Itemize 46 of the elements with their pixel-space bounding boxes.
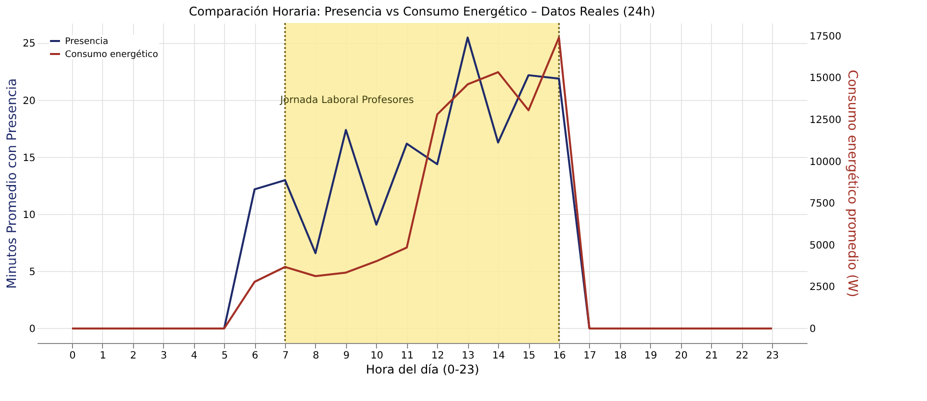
x-tick-label: 21 <box>705 350 718 362</box>
x-tick-label: 19 <box>644 350 658 362</box>
y2-tick-label: 17500 <box>810 31 842 42</box>
x-axis-title: Hora del día (0-23) <box>366 362 480 376</box>
y2-tick-label: 15000 <box>810 73 842 84</box>
y-tick-label: 25 <box>22 38 36 50</box>
y2-tick-label: 12500 <box>810 114 842 126</box>
x-tick-label: 3 <box>160 350 167 362</box>
x-tick-label: 22 <box>736 350 748 362</box>
legend-label: Consumo energético <box>65 49 159 60</box>
y-tick-label: 5 <box>29 266 36 278</box>
x-tick-label: 10 <box>370 350 384 362</box>
y-tick-label: 0 <box>29 324 36 335</box>
x-tick-label: 8 <box>312 350 320 362</box>
x-tick-label: 12 <box>431 350 444 362</box>
x-tick-label: 18 <box>614 350 627 362</box>
y2-tick-label: 7500 <box>810 198 835 210</box>
y2-axis-title: Consumo energético promedio (W) <box>844 70 860 298</box>
line-series <box>223 36 590 330</box>
x-tick-label: 15 <box>522 350 536 362</box>
legend-label: Presencia <box>65 37 108 47</box>
x-tick-label: 0 <box>69 350 76 362</box>
x-tick-label: 17 <box>584 350 596 362</box>
x-tick-label: 13 <box>462 350 475 362</box>
x-tick-label: 20 <box>674 350 688 362</box>
y2-tick-label: 10000 <box>810 156 842 168</box>
x-tick-label: 7 <box>282 350 289 362</box>
y-axis-title: Minutos Promedio con Presencia <box>4 78 20 289</box>
x-tick-label: 2 <box>130 350 137 362</box>
x-tick-label: 14 <box>492 350 505 362</box>
x-tick-label: 6 <box>252 350 258 362</box>
y2-tick-label: 0 <box>810 324 816 335</box>
y-tick-label: 10 <box>22 210 36 221</box>
y2-tick-label: 2500 <box>810 282 835 294</box>
x-tick-label: 23 <box>766 350 779 362</box>
x-tick-label: 16 <box>553 350 566 362</box>
y-tick-label: 15 <box>22 152 36 164</box>
x-tick-label: 5 <box>221 350 228 362</box>
chart-title: Comparación Horaria: Presencia vs Consumo Energético – Datos Reales (24h) <box>188 4 656 18</box>
x-tick-label: 9 <box>343 350 350 362</box>
x-tick-label: 11 <box>400 350 414 362</box>
x-tick-label: 1 <box>100 350 106 362</box>
band-label: Jornada Laboral Profesores <box>279 94 414 106</box>
x-tick-label: 4 <box>191 350 198 362</box>
y-tick-label: 20 <box>22 96 36 107</box>
y2-tick-label: 5000 <box>810 240 835 252</box>
